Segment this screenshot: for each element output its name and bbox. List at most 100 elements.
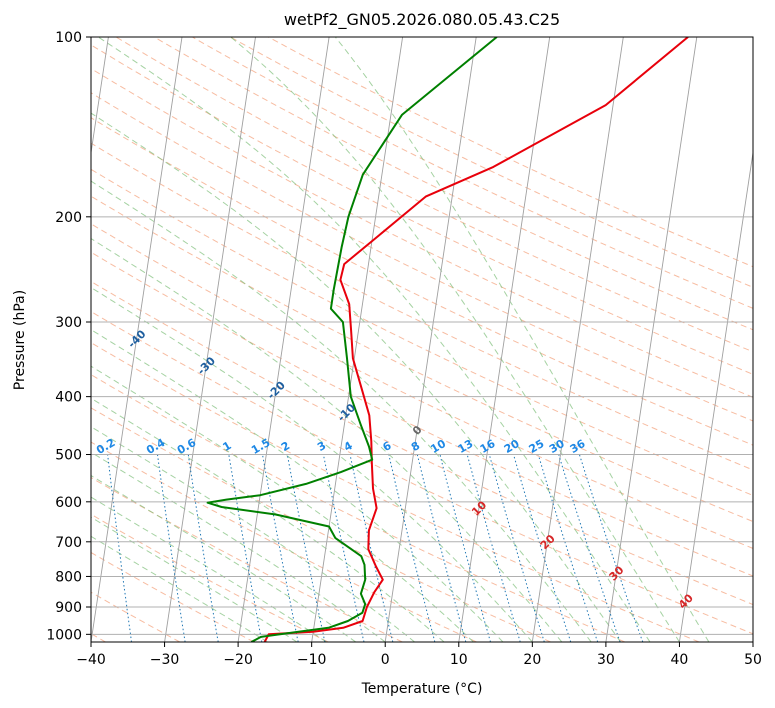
mixing-ratio-line: [228, 454, 263, 642]
dry-adiabat-line: [153, 37, 753, 331]
y-tick-label: 300: [55, 315, 82, 331]
isotherm-label: 20: [538, 532, 558, 552]
mixing-ratio-label: 30: [547, 437, 567, 456]
mixing-ratio-line: [157, 454, 186, 642]
mixing-ratio-line: [578, 454, 644, 642]
dry-adiabat-line: [115, 37, 753, 353]
dry-adiabat-line: [230, 37, 753, 288]
mixing-ratio-line: [388, 454, 436, 642]
moist-adiabat-line: [91, 474, 357, 642]
dewpoint-line: [206, 37, 498, 642]
moist-adiabat-line: [91, 365, 474, 642]
mixing-ratio-line: [439, 454, 491, 642]
dry-adiabat-line: [91, 251, 753, 577]
y-tick-label: 100: [55, 30, 82, 46]
x-axis: −40 −30 −20 −10 0 10 20 30 40 50: [76, 642, 762, 668]
dry-adiabat-line: [91, 441, 477, 642]
x-tick-label: 30: [597, 652, 615, 668]
isotherm-label: 40: [676, 591, 696, 611]
moist-adiabat-line: [91, 112, 622, 642]
isotherm-label: -60: [0, 247, 14, 270]
y-tick-label: 900: [55, 600, 82, 616]
mixing-ratio-label: 20: [502, 437, 522, 456]
moist-adiabat-line: [91, 286, 533, 642]
isotherm-label: -10: [335, 401, 358, 424]
isotherm-line: [91, 37, 109, 156]
moist-adiabat-line: [91, 426, 415, 642]
x-tick-label: 0: [381, 652, 390, 668]
chart-title: wetPf2_GN05.2026.080.05.43.C25: [284, 10, 560, 30]
moist-adiabat-line: [91, 516, 298, 642]
isotherm-label: -30: [195, 354, 218, 377]
moist-adiabat-line: [230, 37, 680, 642]
mixing-ratio-label: 25: [527, 437, 547, 456]
y-tick-label: 1000: [46, 627, 82, 643]
y-axis: 100 200 300 400 500 600 700 800 900 1000: [46, 30, 91, 643]
mixing-ratio-label: 8: [409, 439, 422, 454]
y-tick-label: 400: [55, 390, 82, 406]
mixing-ratio-line: [187, 454, 219, 642]
mixing-ratio-label: 6: [380, 439, 393, 454]
x-tick-label: 50: [744, 652, 762, 668]
x-tick-label: 10: [450, 652, 468, 668]
y-tick-label: 200: [55, 210, 82, 226]
isotherm-label: -20: [265, 379, 288, 402]
y-tick-label: 600: [55, 495, 82, 511]
x-tick-label: −40: [76, 652, 106, 668]
dry-adiabat-line: [91, 195, 753, 523]
moist-adiabat-line: [91, 535, 268, 642]
series-layer: [206, 37, 689, 642]
line-labels: -100-90-80-70-60-50-40-30-20-10010203040…: [0, 247, 696, 611]
mixing-ratio-label: 0.4: [144, 436, 168, 457]
dry-adiabat-line: [91, 374, 625, 642]
mixing-ratio-line: [349, 454, 394, 642]
y-tick-label: 800: [55, 569, 82, 585]
mixing-ratio-line: [537, 454, 599, 642]
isotherm-line: [458, 37, 551, 642]
x-tick-label: 20: [523, 652, 541, 668]
isotherm-line: [678, 149, 753, 642]
isotherm-line: [752, 638, 753, 642]
dry-adiabat-line: [91, 168, 753, 496]
dry-adiabat-line: [91, 142, 753, 471]
y-axis-label: Pressure (hPa): [12, 290, 28, 390]
pressure-gridlines: [91, 37, 753, 635]
dry-adiabat-line: [91, 513, 329, 642]
dry-adiabat-line: [91, 117, 753, 446]
plot-frame: [90, 36, 754, 643]
moist-adiabat-line: [91, 180, 592, 642]
isotherm-line: [91, 37, 183, 642]
dry-adiabat-line: [91, 223, 753, 549]
isotherm-label: -40: [125, 327, 148, 350]
mixing-ratio-line: [416, 454, 467, 642]
mixing-ratio-label: 0.2: [94, 436, 117, 457]
mixing-ratio-line: [513, 454, 572, 642]
isotherm-line: [605, 37, 698, 642]
mixing-ratio-line: [322, 454, 365, 642]
dry-adiabat-line: [91, 44, 753, 375]
moist-adiabat-line: [91, 397, 445, 642]
x-tick-label: −10: [297, 652, 327, 668]
y-tick-label: 500: [55, 448, 82, 464]
mixing-ratio-label: 13: [456, 437, 476, 456]
temperature-line: [263, 37, 689, 642]
isotherm-line: [531, 37, 624, 642]
dry-adiabat-line: [91, 68, 753, 398]
y-tick-label: 700: [55, 535, 82, 551]
mixing-ratio-label: 1: [221, 439, 234, 454]
isotherm-label: -50: [58, 288, 81, 311]
x-tick-label: 40: [671, 652, 689, 668]
dry-adiabat-line: [91, 476, 403, 642]
mixing-ratio-line: [262, 454, 299, 642]
x-tick-label: −20: [223, 652, 253, 668]
x-tick-label: −30: [150, 652, 180, 668]
moist-adiabat-line: [91, 496, 327, 642]
isotherm-line: [164, 37, 256, 642]
mixing-ratio-label: 36: [568, 437, 588, 456]
moist-adiabat-line: [334, 37, 710, 642]
isotherm-line: [237, 37, 330, 642]
moist-adiabat-line: [91, 237, 563, 642]
dry-adiabat-line: [91, 92, 753, 422]
dry-adiabat-line: [91, 311, 753, 635]
